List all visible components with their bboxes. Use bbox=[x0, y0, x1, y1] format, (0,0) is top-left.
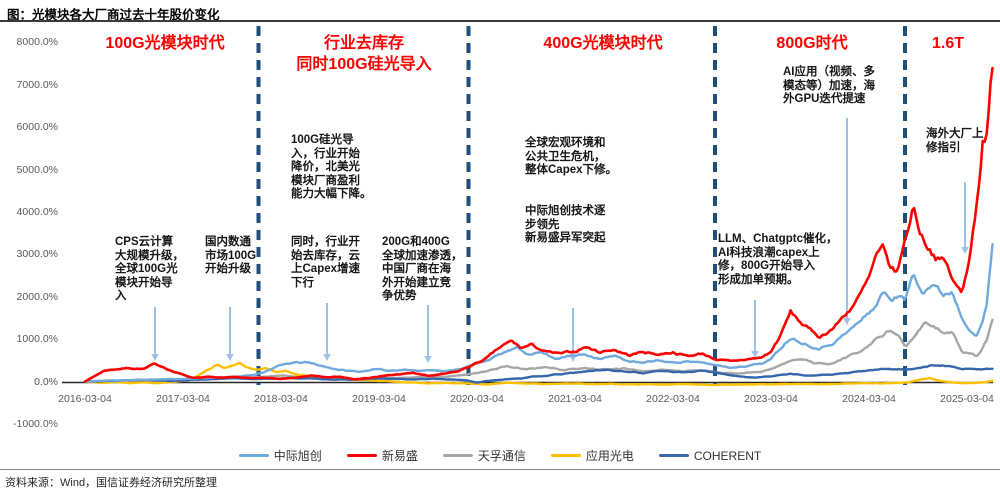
y-tick-label: 0.0% bbox=[34, 375, 58, 388]
legend-label: 中际旭创 bbox=[273, 449, 322, 463]
annotation-text: LLM、Chatgptc催化， AI科技浪潮capex上 修，800G开始导入 … bbox=[718, 233, 838, 286]
x-tick-label: 2022-03-04 bbox=[646, 393, 700, 405]
legend-label: COHERENT bbox=[693, 448, 762, 463]
era-label: 行业去库存 同时100G硅光导入 bbox=[296, 35, 432, 74]
x-tick-label: 2016-03-04 bbox=[58, 393, 112, 405]
y-tick-label: 5000.0% bbox=[16, 163, 58, 176]
legend: 中际旭创 新易盛 天孚通信 应用光电 COHERENT bbox=[0, 447, 1000, 464]
legend-swatch bbox=[550, 454, 581, 457]
annotation-text: AI应用（视频、多 模态等）加速，海 外GPU迭代提速 bbox=[783, 66, 875, 106]
annotation-text: 全球宏观环境和 公共卫生危机， 整体Capex下修。 bbox=[525, 137, 618, 177]
callout-arrowhead bbox=[751, 351, 759, 358]
legend-swatch bbox=[658, 454, 689, 457]
x-tick-label: 2023-03-04 bbox=[744, 393, 798, 405]
x-tick-label: 2017-03-04 bbox=[156, 393, 210, 405]
legend-swatch bbox=[442, 454, 473, 457]
annotation-text: 100G硅光导 入，行业开始 降价，北美光 模块厂商盈利 能力大幅下降。 bbox=[291, 134, 372, 201]
source-note: 资料来源：Wind，国信证券经济研究所整理 bbox=[5, 477, 218, 489]
annotation-text: 中际旭创技术逐 步领先 新易盛异军突起 bbox=[525, 205, 606, 245]
y-tick-label: 2000.0% bbox=[16, 290, 58, 303]
annotation-text: 海外大厂上 修指引 bbox=[926, 128, 984, 154]
callout-arrowhead bbox=[226, 354, 234, 361]
y-tick-label: 1000.0% bbox=[16, 333, 58, 346]
footer-divider bbox=[0, 469, 1000, 470]
legend-label: 天孚通信 bbox=[477, 449, 526, 463]
callout-arrowhead bbox=[843, 318, 851, 325]
annotation-text: CPS云计算 大规模升级， 全球100G光 模块开始导 入 bbox=[115, 236, 184, 303]
callout-arrowhead bbox=[323, 354, 331, 361]
era-label: 1.6T bbox=[931, 35, 965, 52]
figure-title: 图：光模块各大厂商过去十年股价变化 bbox=[7, 8, 220, 22]
x-tick-label: 2021-03-04 bbox=[548, 393, 602, 405]
series-line-新易盛 bbox=[83, 66, 994, 383]
x-tick-label: 2024-03-04 bbox=[842, 393, 896, 405]
annotation-text: 同时，行业开 始去库存，云 上Capex增速 下行 bbox=[291, 236, 361, 289]
callout-arrowhead bbox=[151, 354, 159, 361]
legend-item: COHERENT bbox=[658, 448, 762, 463]
legend-item: 新易盛 bbox=[346, 447, 418, 464]
annotation-text: 国内数通 市场100G 开始升级 bbox=[205, 236, 257, 276]
callout-arrowhead bbox=[424, 356, 432, 363]
callout-arrowhead bbox=[961, 247, 969, 254]
legend-item: 中际旭创 bbox=[238, 447, 322, 464]
x-tick-label: 2019-03-04 bbox=[352, 393, 406, 405]
era-label: 800G时代 bbox=[776, 35, 848, 52]
y-tick-label: 7000.0% bbox=[16, 78, 58, 91]
legend-item: 天孚通信 bbox=[442, 447, 526, 464]
era-label: 100G光模块时代 bbox=[105, 35, 225, 52]
series-line-应用光电 bbox=[83, 361, 994, 387]
y-tick-label: 4000.0% bbox=[16, 205, 58, 218]
legend-swatch bbox=[346, 454, 377, 457]
legend-swatch bbox=[238, 454, 269, 457]
legend-item: 应用光电 bbox=[550, 447, 634, 464]
x-tick-label: 2020-03-04 bbox=[450, 393, 504, 405]
x-tick-label: 2025-03-04 bbox=[940, 393, 994, 405]
legend-label: 应用光电 bbox=[585, 449, 634, 463]
title-divider bbox=[0, 20, 1000, 22]
y-tick-label: 3000.0% bbox=[16, 248, 58, 261]
y-tick-label: 6000.0% bbox=[16, 121, 58, 134]
y-tick-label: 8000.0% bbox=[16, 36, 58, 49]
legend-label: 新易盛 bbox=[381, 449, 418, 463]
era-label: 400G光模块时代 bbox=[543, 35, 663, 52]
annotation-text: 200G和400G 全球加速渗透， 中国厂商在海 外开始建立竞 争优势 bbox=[382, 236, 463, 303]
x-tick-label: 2018-03-04 bbox=[254, 393, 308, 405]
y-tick-label: -1000.0% bbox=[13, 417, 58, 430]
